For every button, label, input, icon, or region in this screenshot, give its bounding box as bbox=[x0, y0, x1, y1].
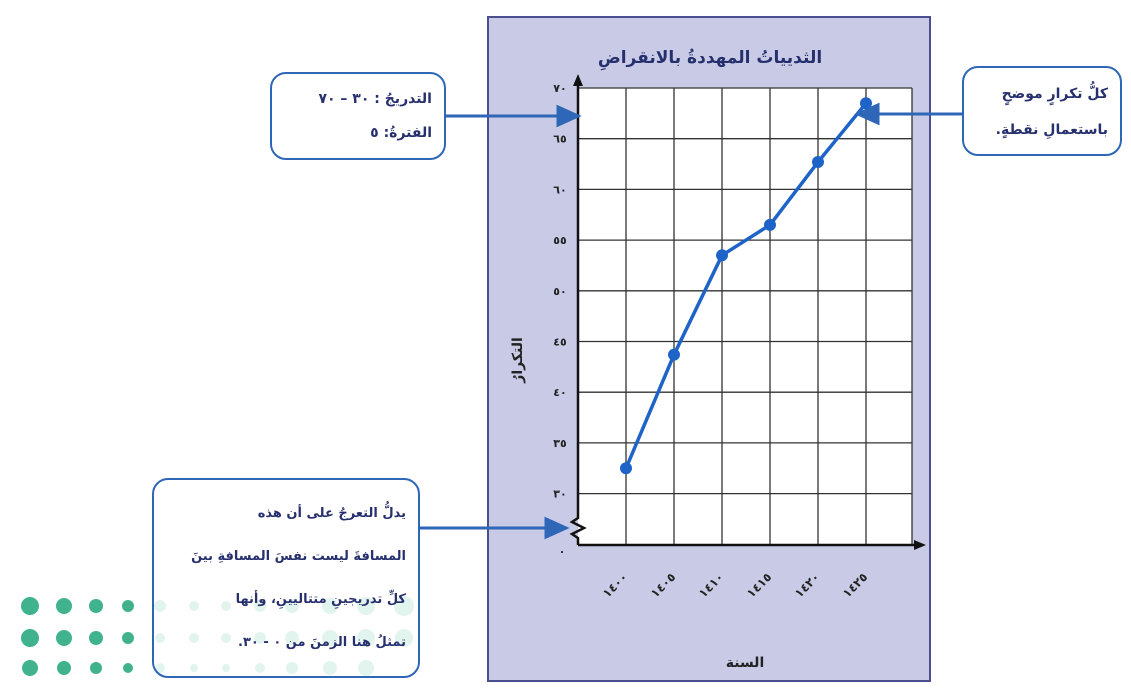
break-callout-line1: يدلُّ التعرجُ على أن هذه bbox=[257, 506, 406, 521]
y-tick-label: ٦٠ bbox=[553, 183, 566, 196]
grid bbox=[578, 87, 913, 545]
points-callout-line1: كلُّ تكرارٍ موضحٍ bbox=[1001, 86, 1108, 102]
logo-dot bbox=[22, 660, 38, 676]
data-point bbox=[668, 348, 680, 361]
break-callout-line2: المسافةَ ليست نفسَ المسافةِ بينَ bbox=[191, 549, 406, 564]
y-axis-arrow-icon bbox=[573, 74, 583, 86]
callout-arrows bbox=[420, 102, 962, 540]
points-callout-line2: باستعمالِ نقطةٍ. bbox=[995, 122, 1108, 138]
arrow-break-head bbox=[544, 516, 570, 540]
logo-dot bbox=[122, 632, 134, 644]
scale-callout-line2: الفترةُ: ٥ bbox=[370, 125, 432, 141]
logo-dot bbox=[57, 661, 71, 675]
break-callout-line3: كلِّ تدريجينِ متتاليينِ، وأنها bbox=[235, 592, 406, 607]
y-tick-label: ٥٥ bbox=[553, 234, 567, 247]
logo-dot bbox=[56, 598, 72, 614]
data-point bbox=[764, 218, 776, 231]
axis-break-callout: يدلُّ التعرجُ على أن هذه المسافةَ ليست ن… bbox=[152, 478, 420, 678]
y-tick-label: ٤٠ bbox=[553, 386, 566, 399]
x-tick-label: ١٤٠٥ bbox=[648, 570, 679, 601]
y-tick-label: ٦٥ bbox=[553, 133, 567, 146]
y-tick-label: ٣٥ bbox=[553, 437, 567, 450]
arrow-scale-head bbox=[556, 104, 582, 128]
y-tick-label: ٥٠ bbox=[553, 285, 566, 298]
logo-dot bbox=[89, 599, 103, 613]
x-tick-label: ١٤١٥ bbox=[744, 570, 775, 601]
break-callout-line4: تمثلُ هنا الزمنَ من ٠ - ٣٠. bbox=[238, 635, 406, 650]
y-tick-label: ٤٥ bbox=[553, 336, 567, 349]
data-point bbox=[812, 156, 824, 169]
origin-label: ٠ bbox=[559, 545, 566, 558]
scale-callout: التدريجُ : ٣٠ – ٧٠ الفترةُ: ٥ bbox=[270, 72, 446, 160]
logo-dot bbox=[21, 597, 39, 615]
data-point bbox=[716, 249, 728, 262]
y-tick-labels: ٣٠ ٣٥ ٤٠ ٤٥ ٥٠ ٥٥ ٦٠ ٦٥ ٧٠ bbox=[553, 82, 567, 501]
series-line-path bbox=[624, 102, 868, 469]
data-point bbox=[860, 97, 872, 110]
x-axis-arrow-icon bbox=[914, 540, 926, 550]
logo-dot bbox=[90, 662, 102, 674]
y-tick-label: ٧٠ bbox=[553, 82, 566, 95]
y-axis-label: التكرارُ bbox=[510, 337, 526, 383]
logo-dot bbox=[89, 631, 103, 645]
x-axis-label: السنة bbox=[726, 655, 765, 671]
logo-dot bbox=[21, 629, 39, 647]
x-tick-labels: ١٤٠٠ ١٤٠٥ ١٤١٠ ١٤١٥ ١٤٢٠ ١٤٢٥ bbox=[600, 570, 871, 601]
x-tick-label: ١٤٠٠ bbox=[600, 570, 631, 601]
plot-area bbox=[578, 88, 912, 545]
scale-callout-line1: التدريجُ : ٣٠ – ٧٠ bbox=[318, 91, 432, 107]
axis-break-icon bbox=[569, 512, 587, 545]
arrow-points-head bbox=[854, 102, 880, 126]
chart-title: الثديياتُ المهددةُ بالانقراضِ bbox=[598, 48, 822, 71]
axes bbox=[569, 74, 926, 550]
x-tick-label: ١٤٢٠ bbox=[792, 570, 823, 601]
logo-dot bbox=[123, 663, 133, 673]
series-line bbox=[620, 97, 872, 475]
data-point bbox=[620, 462, 632, 475]
logo-dot bbox=[56, 630, 72, 646]
x-tick-label: ١٤٢٥ bbox=[840, 570, 871, 601]
y-tick-label: ٣٠ bbox=[553, 488, 566, 501]
x-tick-label: ١٤١٠ bbox=[696, 570, 727, 601]
logo-dot bbox=[122, 600, 134, 612]
points-callout: كلُّ تكرارٍ موضحٍ باستعمالِ نقطةٍ. bbox=[962, 66, 1122, 156]
